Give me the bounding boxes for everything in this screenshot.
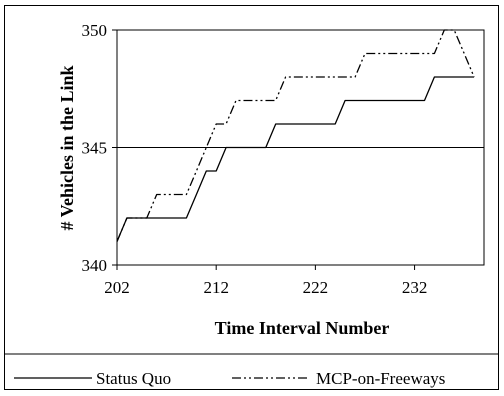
y-tick-label-350: 350 xyxy=(82,21,108,40)
x-tick-label-222: 222 xyxy=(303,278,329,297)
y-tick-label-345: 345 xyxy=(82,139,108,158)
series-line-status-quo xyxy=(116,76,475,242)
legend-label-mcp-on-freeways: MCP-on-Freeways xyxy=(316,369,445,388)
chart-frame xyxy=(4,5,499,390)
x-tick-label-232: 232 xyxy=(402,278,428,297)
y-axis-title: # Vehicles in the Link xyxy=(57,65,77,230)
y-tick-label-340: 340 xyxy=(82,256,108,275)
x-tick-label-212: 212 xyxy=(203,278,229,297)
series-layer xyxy=(116,29,475,242)
series-line-mcp-on-freeways xyxy=(116,29,475,242)
x-tick-label-202: 202 xyxy=(104,278,130,297)
tick-layer: 340 345 350 202 212 222 232 xyxy=(82,21,428,297)
x-axis-title: Time Interval Number xyxy=(215,318,390,338)
legend-label-status-quo: Status Quo xyxy=(96,369,171,388)
legend: Status Quo MCP-on-Freeways xyxy=(14,369,445,388)
